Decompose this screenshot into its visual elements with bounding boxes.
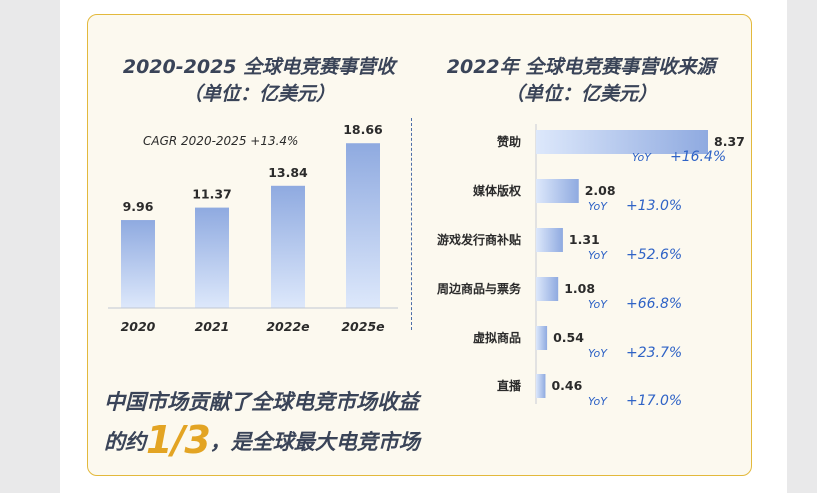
category-label: 直播 (497, 378, 522, 393)
chart1-subtitle: （单位：亿美元） (182, 83, 335, 105)
category-label: 赞助 (496, 134, 521, 149)
source-bar (536, 179, 579, 203)
source-value-label: 0.46 (551, 378, 582, 393)
yoy-value: +52.6% (626, 247, 682, 263)
source-value-label: 2.08 (585, 183, 616, 198)
yoy-value: +23.7% (626, 345, 682, 361)
x-tick-label: 2021 (195, 319, 230, 334)
yoy-label: YoY (588, 249, 608, 262)
cagr-annotation: CAGR 2020-2025 +13.4% (143, 134, 298, 148)
source-value-label: 8.37 (714, 134, 745, 149)
yoy-value: +66.8% (626, 296, 682, 312)
category-label: 游戏发行商补贴 (437, 232, 521, 247)
source-value-label: 1.31 (569, 232, 600, 247)
category-label: 周边商品与票务 (437, 281, 522, 296)
yoy-label: YoY (632, 151, 652, 164)
chart2-subtitle: （单位：亿美元） (504, 83, 657, 105)
source-bar (536, 277, 559, 301)
x-tick-label: 2020 (121, 319, 156, 334)
source-bar (536, 228, 563, 252)
chart2-title: 2022年 全球电竞赛事营收来源 (446, 56, 716, 78)
bar-2022e (271, 185, 305, 308)
footer-prefix: 的约 (104, 430, 146, 454)
source-value-label: 0.54 (553, 330, 584, 345)
bar-2020 (121, 220, 155, 308)
bar-value-label: 11.37 (192, 187, 232, 202)
chart1-title: 2020-2025 全球电竞赛事营收 (122, 56, 396, 78)
yoy-label: YoY (588, 298, 608, 311)
category-label: 媒体版权 (473, 183, 522, 198)
bar-value-label: 18.66 (343, 122, 383, 137)
bar-value-label: 9.96 (123, 199, 154, 214)
x-tick-label: 2025e (341, 319, 384, 334)
source-bar (536, 374, 546, 398)
footer-line-2: 的约1/3，是全球最大电竞市场 (104, 421, 420, 460)
footer-suffix: ，是全球最大电竞市场 (209, 430, 420, 454)
yoy-label: YoY (588, 395, 608, 408)
source-bar (536, 130, 708, 154)
yoy-label: YoY (588, 200, 608, 213)
yoy-value: +13.0% (626, 198, 682, 214)
source-bar (536, 326, 548, 350)
source-value-label: 1.08 (564, 281, 595, 296)
category-label: 虚拟商品 (473, 330, 521, 345)
x-tick-label: 2022e (266, 319, 309, 334)
bar-2025e (346, 143, 380, 308)
bar-value-label: 13.84 (268, 165, 308, 180)
yoy-label: YoY (588, 347, 608, 360)
footer-highlight: 1/3 (146, 418, 211, 462)
chart-divider (411, 118, 412, 330)
footer-line-1: 中国市场贡献了全球电竞市场收益 (104, 390, 419, 414)
bar-2021 (195, 207, 229, 308)
yoy-value: +17.0% (626, 393, 682, 409)
yoy-value: +16.4% (670, 149, 726, 165)
